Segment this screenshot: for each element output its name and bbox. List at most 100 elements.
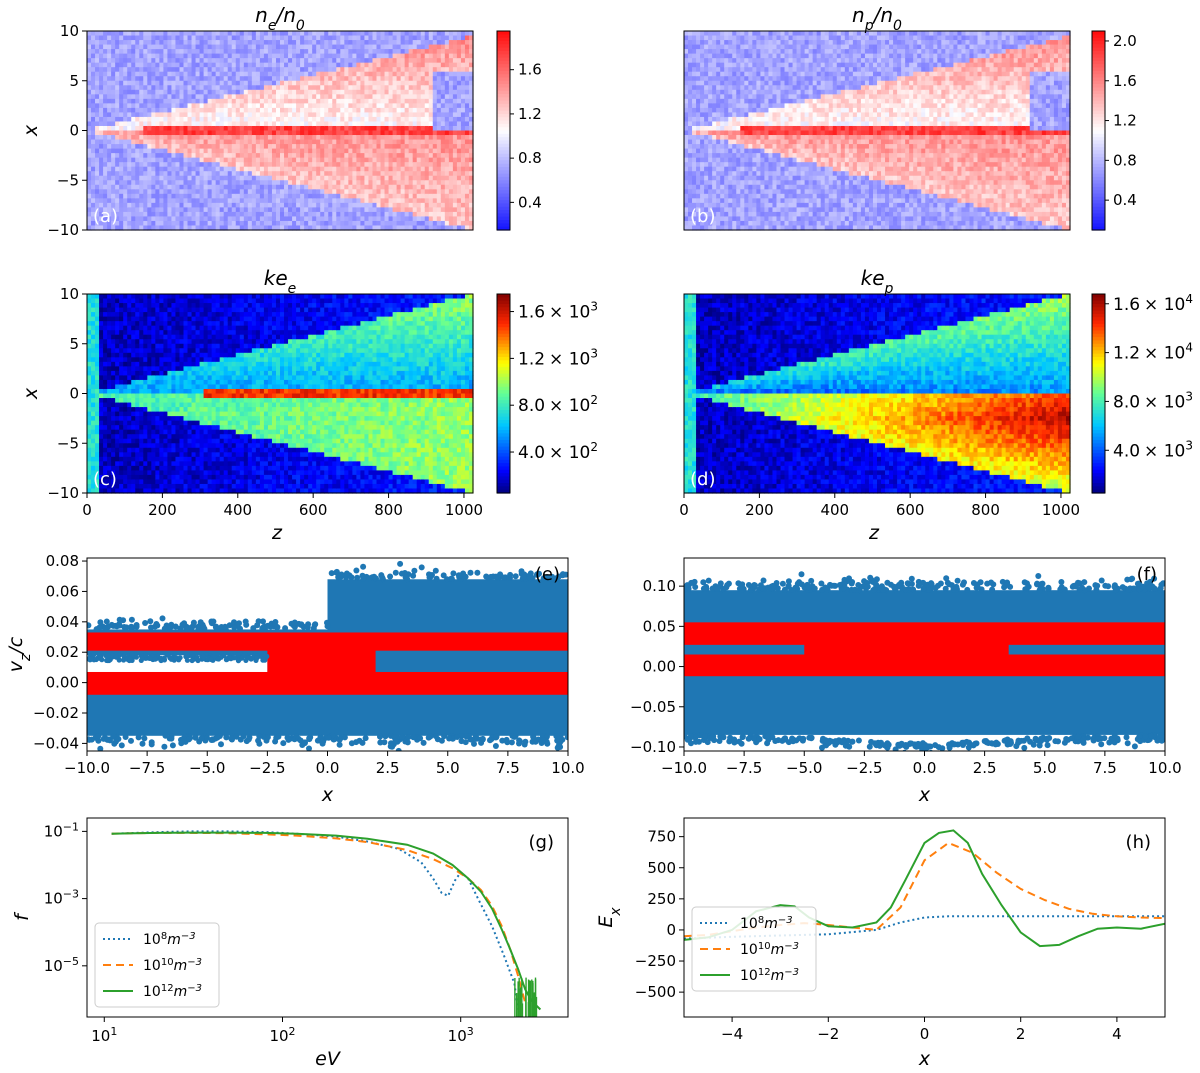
- heatmap-cell: [240, 158, 245, 163]
- heatmap-cell: [163, 90, 168, 95]
- heatmap-cell: [196, 72, 201, 77]
- heatmap-cell: [292, 126, 297, 131]
- heatmap-cell: [288, 180, 293, 185]
- heatmap-cell: [127, 81, 132, 86]
- heatmap-cell: [159, 40, 164, 45]
- heatmap-cell: [212, 212, 217, 217]
- heatmap-cell: [91, 45, 96, 50]
- heatmap-cell: [159, 180, 164, 185]
- heatmap-cell: [103, 149, 108, 154]
- heatmap-cell: [220, 189, 225, 194]
- heatmap-cell: [252, 117, 257, 122]
- heatmap-cell: [232, 131, 237, 136]
- heatmap-cell: [91, 153, 96, 158]
- heatmap-cell: [212, 72, 217, 77]
- heatmap-cell: [240, 207, 245, 212]
- heatmap-cell: [260, 67, 265, 72]
- heatmap-cell: [252, 94, 257, 99]
- heatmap-cell: [179, 185, 184, 190]
- heatmap-cell: [292, 36, 297, 41]
- heatmap-cell: [204, 126, 209, 131]
- heatmap-cell: [184, 131, 189, 136]
- heatmap-cell: [167, 103, 172, 108]
- heatmap-cell: [288, 149, 293, 154]
- heatmap-cell: [272, 212, 277, 217]
- heatmap-cell: [224, 162, 229, 167]
- heatmap-cell: [280, 49, 285, 54]
- heatmap-cell: [115, 153, 120, 158]
- heatmap-cell: [139, 126, 144, 131]
- heatmap-cell: [260, 126, 265, 131]
- heatmap-cell: [184, 149, 189, 154]
- heatmap-cell: [127, 40, 132, 45]
- heatmap-cell: [208, 131, 213, 136]
- heatmap-cell: [139, 162, 144, 167]
- heatmap-cell: [236, 149, 241, 154]
- heatmap-cell: [288, 216, 293, 221]
- heatmap-cell: [91, 180, 96, 185]
- heatmap-cell: [107, 36, 112, 41]
- heatmap-cell: [268, 135, 273, 140]
- heatmap-cell: [264, 99, 269, 104]
- heatmap-cell: [220, 135, 225, 140]
- heatmap-cell: [292, 99, 297, 104]
- heatmap-cell: [155, 158, 160, 163]
- heatmap-cell: [184, 144, 189, 149]
- heatmap-cell: [208, 212, 213, 217]
- heatmap-cell: [159, 176, 164, 181]
- heatmap-cell: [87, 94, 92, 99]
- heatmap-cell: [268, 49, 273, 54]
- heatmap-cell: [220, 121, 225, 126]
- heatmap-cell: [107, 167, 112, 172]
- heatmap-cell: [216, 144, 221, 149]
- heatmap-cell: [127, 167, 132, 172]
- heatmap-cell: [147, 198, 152, 203]
- heatmap-cell: [244, 221, 249, 226]
- heatmap-cell: [99, 158, 104, 163]
- heatmap-cell: [264, 140, 269, 145]
- heatmap-cell: [232, 149, 237, 154]
- heatmap-cell: [252, 103, 257, 108]
- heatmap-cell: [135, 140, 140, 145]
- heatmap-cell: [276, 31, 281, 36]
- heatmap-cell: [216, 36, 221, 41]
- heatmap-cell: [99, 81, 104, 86]
- heatmap-cell: [264, 94, 269, 99]
- heatmap-cell: [131, 140, 136, 145]
- heatmap-cell: [256, 198, 261, 203]
- heatmap-cell: [188, 149, 193, 154]
- heatmap-cell: [143, 36, 148, 41]
- heatmap-cell: [272, 121, 277, 126]
- heatmap-cell: [87, 194, 92, 199]
- heatmap-cell: [208, 167, 213, 172]
- heatmap-cell: [131, 212, 136, 217]
- heatmap-cell: [216, 158, 221, 163]
- heatmap-cell: [111, 72, 116, 77]
- heatmap-cell: [127, 158, 132, 163]
- heatmap-cell: [216, 162, 221, 167]
- heatmap-cell: [188, 153, 193, 158]
- heatmap-cell: [119, 76, 124, 81]
- heatmap-cell: [248, 72, 253, 77]
- heatmap-cell: [212, 131, 217, 136]
- heatmap-cell: [188, 81, 193, 86]
- heatmap-cell: [155, 81, 160, 86]
- heatmap-cell: [256, 31, 261, 36]
- heatmap-cell: [264, 117, 269, 122]
- heatmap-cell: [159, 207, 164, 212]
- heatmap-cell: [159, 90, 164, 95]
- heatmap-cell: [115, 40, 120, 45]
- heatmap-cell: [196, 207, 201, 212]
- heatmap-cell: [95, 180, 100, 185]
- heatmap-cell: [252, 45, 257, 50]
- heatmap-cell: [268, 58, 273, 63]
- heatmap-cell: [220, 31, 225, 36]
- heatmap-cell: [288, 189, 293, 194]
- heatmap-cell: [167, 112, 172, 117]
- heatmap-cell: [147, 117, 152, 122]
- heatmap-cell: [159, 149, 164, 154]
- heatmap-cell: [292, 112, 297, 117]
- heatmap-cell: [167, 153, 172, 158]
- heatmap-cell: [151, 121, 156, 126]
- heatmap-cell: [147, 90, 152, 95]
